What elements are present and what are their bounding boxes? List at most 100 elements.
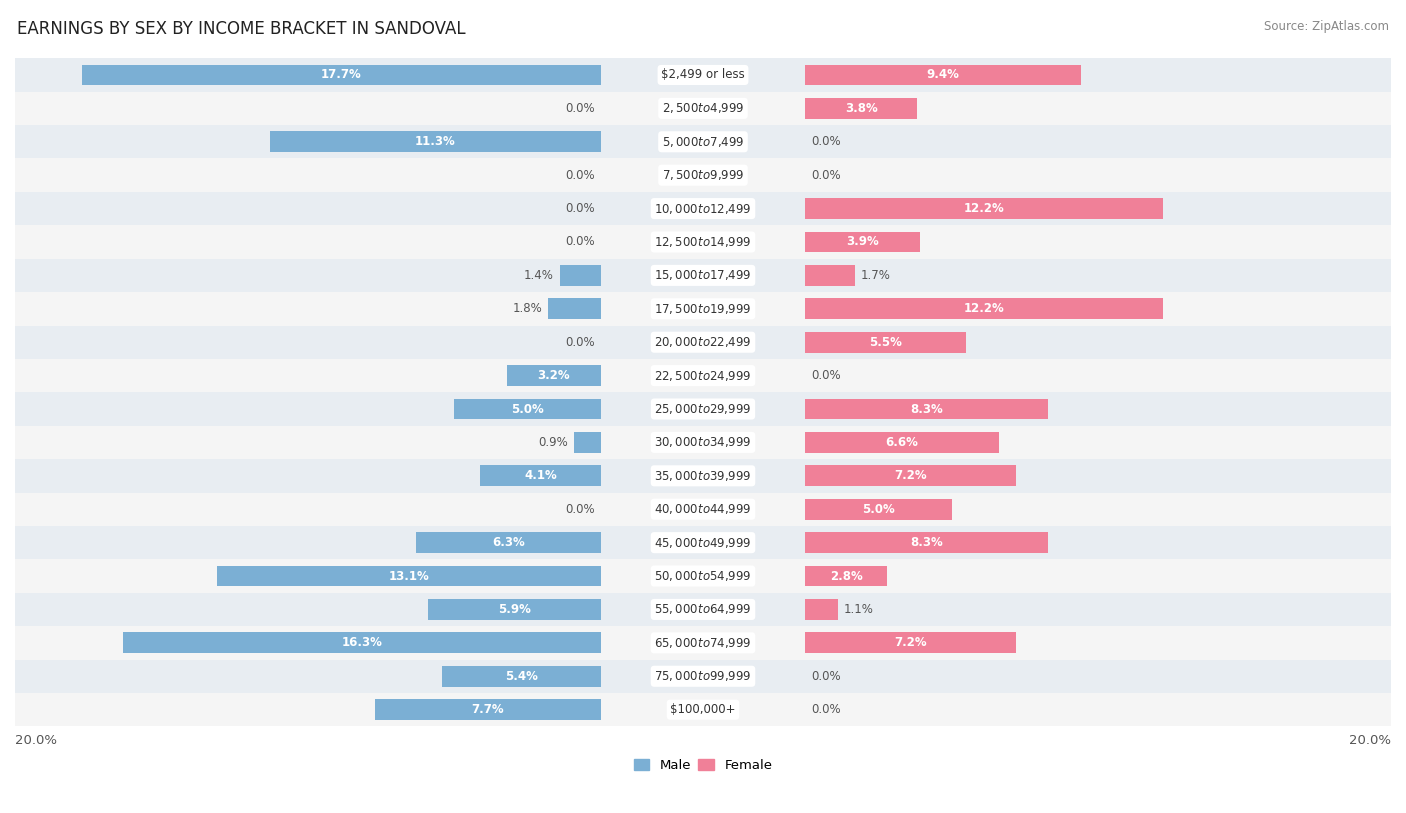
Text: 0.0%: 0.0%	[565, 336, 595, 349]
Text: 3.2%: 3.2%	[537, 369, 569, 382]
Text: 1.8%: 1.8%	[512, 302, 541, 315]
Text: 2.8%: 2.8%	[830, 570, 863, 583]
Bar	[15, 659, 1391, 693]
Bar	[806, 198, 1163, 219]
Bar	[217, 566, 600, 586]
Bar	[15, 259, 1391, 292]
Text: 0.0%: 0.0%	[565, 102, 595, 115]
Text: $12,500 to $14,999: $12,500 to $14,999	[654, 235, 752, 249]
Text: $5,000 to $7,499: $5,000 to $7,499	[662, 135, 744, 149]
Bar	[806, 232, 920, 252]
Text: 5.9%: 5.9%	[498, 603, 530, 616]
Text: 9.4%: 9.4%	[927, 68, 959, 81]
Text: $10,000 to $12,499: $10,000 to $12,499	[654, 202, 752, 215]
Text: 0.0%: 0.0%	[811, 670, 841, 683]
Bar	[15, 593, 1391, 626]
Bar	[443, 666, 600, 687]
Text: 5.4%: 5.4%	[505, 670, 538, 683]
Text: 20.0%: 20.0%	[1348, 733, 1391, 746]
Bar	[15, 626, 1391, 659]
Bar	[83, 64, 600, 85]
Bar	[15, 393, 1391, 426]
Text: $15,000 to $17,499: $15,000 to $17,499	[654, 268, 752, 282]
Text: $17,500 to $19,999: $17,500 to $19,999	[654, 302, 752, 315]
Bar	[806, 466, 1017, 486]
Bar	[427, 599, 600, 620]
Text: 0.0%: 0.0%	[565, 236, 595, 249]
Text: 5.5%: 5.5%	[869, 336, 903, 349]
Bar	[15, 459, 1391, 493]
Bar	[806, 633, 1017, 653]
Text: 8.3%: 8.3%	[911, 536, 943, 549]
Bar	[806, 599, 838, 620]
Bar	[15, 359, 1391, 393]
Text: 11.3%: 11.3%	[415, 135, 456, 148]
Bar	[806, 566, 887, 586]
Text: 3.9%: 3.9%	[846, 236, 879, 249]
Text: Source: ZipAtlas.com: Source: ZipAtlas.com	[1264, 20, 1389, 33]
Bar	[548, 298, 600, 320]
Text: $75,000 to $99,999: $75,000 to $99,999	[654, 669, 752, 683]
Bar	[806, 499, 952, 520]
Text: 0.0%: 0.0%	[565, 168, 595, 181]
Legend: Male, Female: Male, Female	[628, 754, 778, 778]
Text: 6.6%: 6.6%	[886, 436, 918, 449]
Text: EARNINGS BY SEX BY INCOME BRACKET IN SANDOVAL: EARNINGS BY SEX BY INCOME BRACKET IN SAN…	[17, 20, 465, 38]
Text: 12.2%: 12.2%	[963, 302, 1004, 315]
Bar	[15, 192, 1391, 225]
Text: $45,000 to $49,999: $45,000 to $49,999	[654, 536, 752, 550]
Bar	[806, 64, 1081, 85]
Bar	[270, 132, 600, 152]
Text: 8.3%: 8.3%	[911, 402, 943, 415]
Text: 0.0%: 0.0%	[565, 502, 595, 515]
Bar	[15, 526, 1391, 559]
Text: 1.7%: 1.7%	[860, 269, 891, 282]
Text: $30,000 to $34,999: $30,000 to $34,999	[654, 436, 752, 450]
Text: 1.1%: 1.1%	[844, 603, 873, 616]
Bar	[481, 466, 600, 486]
Bar	[15, 292, 1391, 325]
Text: 0.9%: 0.9%	[538, 436, 568, 449]
Bar	[375, 699, 600, 720]
Bar	[416, 533, 600, 553]
Text: $50,000 to $54,999: $50,000 to $54,999	[654, 569, 752, 583]
Bar	[560, 265, 600, 285]
Text: 20.0%: 20.0%	[15, 733, 58, 746]
Bar	[15, 92, 1391, 125]
Bar	[15, 125, 1391, 159]
Text: 12.2%: 12.2%	[963, 202, 1004, 215]
Bar	[124, 633, 600, 653]
Text: 13.1%: 13.1%	[388, 570, 429, 583]
Text: 1.4%: 1.4%	[524, 269, 554, 282]
Text: 0.0%: 0.0%	[565, 202, 595, 215]
Text: $22,500 to $24,999: $22,500 to $24,999	[654, 368, 752, 383]
Text: 0.0%: 0.0%	[811, 703, 841, 716]
Bar	[806, 332, 966, 353]
Bar	[806, 265, 855, 285]
Bar	[806, 298, 1163, 320]
Bar	[15, 493, 1391, 526]
Bar	[15, 426, 1391, 459]
Bar	[454, 398, 600, 420]
Text: $40,000 to $44,999: $40,000 to $44,999	[654, 502, 752, 516]
Bar	[806, 98, 917, 119]
Text: 5.0%: 5.0%	[510, 402, 544, 415]
Text: $2,499 or less: $2,499 or less	[661, 68, 745, 81]
Bar	[806, 398, 1049, 420]
Bar	[15, 693, 1391, 726]
Bar	[15, 159, 1391, 192]
Text: 5.0%: 5.0%	[862, 502, 896, 515]
Bar	[506, 365, 600, 386]
Text: 7.2%: 7.2%	[894, 469, 927, 482]
Text: $100,000+: $100,000+	[671, 703, 735, 716]
Text: $55,000 to $64,999: $55,000 to $64,999	[654, 602, 752, 616]
Text: $7,500 to $9,999: $7,500 to $9,999	[662, 168, 744, 182]
Text: 0.0%: 0.0%	[811, 369, 841, 382]
Text: $25,000 to $29,999: $25,000 to $29,999	[654, 402, 752, 416]
Text: 6.3%: 6.3%	[492, 536, 524, 549]
Bar	[574, 432, 600, 453]
Bar	[15, 59, 1391, 92]
Text: 7.2%: 7.2%	[894, 637, 927, 650]
Text: 17.7%: 17.7%	[321, 68, 361, 81]
Text: 16.3%: 16.3%	[342, 637, 382, 650]
